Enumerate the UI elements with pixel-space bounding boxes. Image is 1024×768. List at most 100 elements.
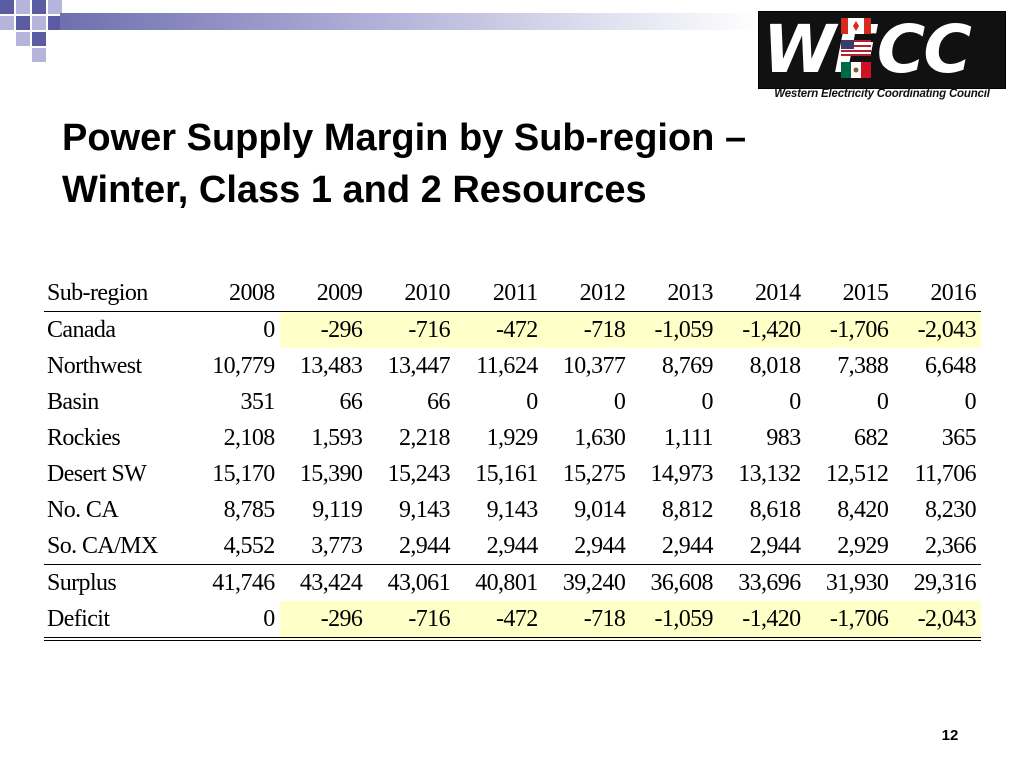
table-cell: -1,706: [805, 311, 894, 348]
table-cell: 8,812: [661, 496, 714, 523]
table-cell: 1,593: [311, 424, 363, 451]
table-cell: 4,552: [192, 528, 280, 565]
table-cell: 66: [339, 388, 363, 415]
table-cell: 8,230: [924, 496, 977, 523]
table-cell: 9,119: [312, 496, 363, 523]
row-label: Desert SW: [47, 460, 147, 487]
slide-title: Power Supply Margin by Sub-region – Wint…: [62, 112, 922, 216]
table-cell: 39,240: [562, 569, 626, 596]
table-cell: 8,420: [837, 496, 889, 523]
table-cell: 9,143: [398, 496, 451, 523]
table-cell: 2,944: [630, 528, 718, 565]
table-cell: -1,706: [805, 601, 894, 641]
row-label: Basin: [47, 388, 99, 415]
logo-box: WECC: [758, 11, 1006, 89]
table-cell: 8,769: [661, 352, 714, 379]
table-row: So. CA/MX 4,552 3,773 2,944 2,944 2,944 …: [44, 528, 981, 565]
table-cell: 14,973: [650, 460, 714, 487]
table-cell: 1,929: [486, 424, 539, 451]
page-number: 12: [941, 727, 959, 744]
row-label: Canada: [47, 316, 116, 343]
row-label: Rockies: [47, 424, 121, 451]
header-cell: Sub-region: [44, 275, 192, 312]
table-cell: 13,483: [299, 352, 363, 379]
table-cell: 15,243: [387, 460, 451, 487]
table-cell: 6,648: [924, 352, 977, 379]
table-cell: 8,018: [749, 352, 802, 379]
table-cell: 11,624: [476, 352, 538, 379]
flags-icon: [841, 18, 871, 78]
table-cell: 0: [613, 388, 626, 415]
table-cell: 2,944: [454, 528, 543, 565]
table-cell: 43,061: [387, 569, 451, 596]
table-row: Northwest 10,779 13,483 13,447 11,624 10…: [44, 348, 981, 384]
table-cell: 1,630: [574, 424, 626, 451]
table-cell: 15,161: [475, 460, 538, 487]
table-cell: 41,746: [212, 569, 275, 596]
table-cell: 365: [941, 424, 977, 451]
table-cell: 66: [427, 388, 450, 415]
header-gradient-bar: [60, 13, 760, 30]
table-cell: 13,447: [387, 352, 451, 379]
table-cell: 10,779: [212, 352, 275, 379]
table-cell: 11,706: [914, 460, 976, 487]
header-cell: 2008: [192, 275, 280, 312]
table-cell: -1,059: [630, 311, 718, 348]
table-cell: 0: [263, 316, 275, 343]
table-header-row: Sub-region 2008 2009 2010 2011 2012 2013…: [44, 275, 981, 312]
table-cell: 43,424: [299, 569, 363, 596]
table-cell: 983: [766, 424, 801, 451]
header-cell: 2011: [454, 275, 543, 312]
table-cell: 9,014: [574, 496, 626, 523]
table-cell: -2,043: [893, 601, 981, 641]
table-cell: 7,388: [837, 352, 889, 379]
table-cell: -472: [454, 311, 543, 348]
row-label: Surplus: [47, 569, 117, 596]
table-cell: 8,618: [749, 496, 802, 523]
row-label: So. CA/MX: [44, 528, 192, 565]
header-cell: 2010: [367, 275, 455, 312]
header-cell: 2015: [805, 275, 894, 312]
header-cell: 2014: [717, 275, 806, 312]
table-cell: -296: [279, 601, 368, 641]
table-cell: 3,773: [279, 528, 368, 565]
table-cell: 2,944: [367, 528, 455, 565]
table-cell: 0: [789, 388, 801, 415]
table-cell: 1,111: [663, 424, 714, 451]
table-cell: 15,390: [299, 460, 363, 487]
header-cell: 2012: [542, 275, 631, 312]
table-row: Canada 0 -296 -716 -472 -718 -1,059 -1,4…: [44, 311, 981, 348]
row-label: Deficit: [44, 601, 192, 641]
surplus-row: Surplus 41,746 43,424 43,061 40,801 39,2…: [44, 565, 981, 602]
table-cell: 0: [192, 601, 280, 641]
header-cell: 2009: [279, 275, 368, 312]
table-cell: -472: [454, 601, 543, 641]
table-cell: 2,108: [223, 424, 276, 451]
row-label: No. CA: [47, 496, 119, 523]
header-cell: 2013: [630, 275, 718, 312]
table-cell: 36,608: [650, 569, 714, 596]
table-cell: 351: [240, 388, 275, 415]
table-cell: 2,929: [805, 528, 894, 565]
wecc-logo: WECC Western Electricity Coordinating Co…: [758, 11, 1006, 103]
table-cell: 0: [876, 388, 889, 415]
table-cell: 2,944: [542, 528, 631, 565]
row-label: Northwest: [47, 352, 142, 379]
table-row: Rockies 2,108 1,593 2,218 1,929 1,630 1,…: [44, 420, 981, 456]
table-row: Basin 351 66 66 0 0 0 0 0 0: [44, 384, 981, 420]
table-cell: -718: [542, 311, 631, 348]
table-cell: 15,275: [562, 460, 626, 487]
table-cell: -2,043: [893, 311, 981, 348]
table-cell: 9,143: [486, 496, 539, 523]
table-cell: 2,366: [893, 528, 981, 565]
supply-margin-table: Sub-region 2008 2009 2010 2011 2012 2013…: [44, 275, 981, 641]
table-cell: 8,785: [223, 496, 276, 523]
deficit-row: Deficit 0 -296 -716 -472 -718 -1,059 -1,…: [44, 601, 981, 641]
table-cell: 33,696: [738, 569, 801, 596]
table-cell: 0: [526, 388, 538, 415]
supply-margin-table-container: Sub-region 2008 2009 2010 2011 2012 2013…: [44, 275, 981, 641]
table-cell: 29,316: [913, 569, 977, 596]
table-cell: 682: [854, 424, 889, 451]
table-cell: 15,170: [212, 460, 275, 487]
title-line-1: Power Supply Margin by Sub-region –: [62, 117, 747, 159]
